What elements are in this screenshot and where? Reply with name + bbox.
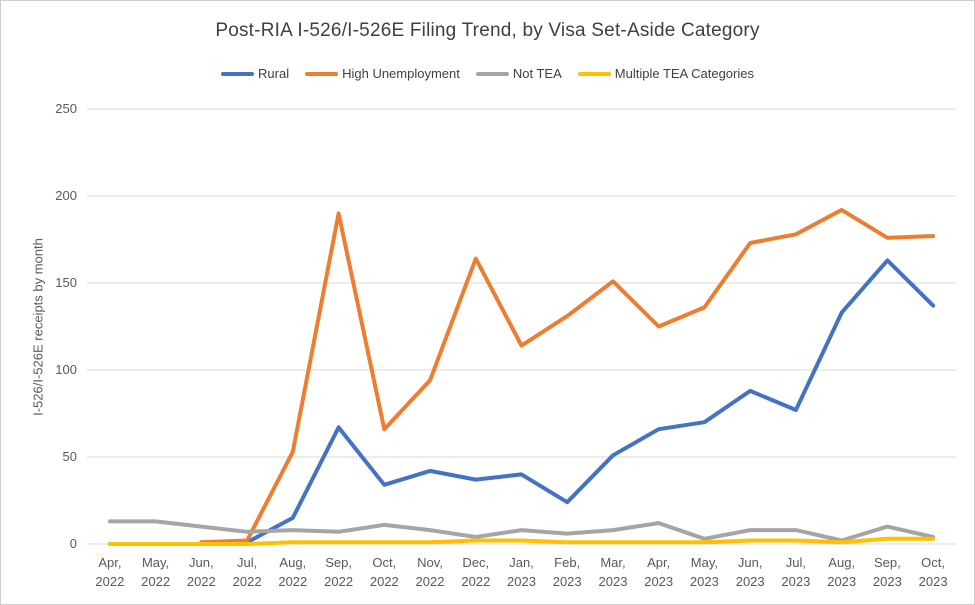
x-tick-month: Jul, <box>785 555 807 570</box>
x-tick-month: Nov, <box>417 555 443 570</box>
x-tick-label: Oct, 2022 <box>370 553 399 591</box>
legend-item-high-unemployment: High Unemployment <box>305 66 460 81</box>
x-tick-year: 2023 <box>552 574 582 589</box>
chart-title: Post-RIA I-526/I-526E Filing Trend, by V… <box>215 20 760 41</box>
x-tick-label: Jun, 2022 <box>187 553 216 591</box>
x-tick-label: Jun, 2023 <box>736 553 765 591</box>
y-tick-label: 100 <box>55 362 77 377</box>
x-tick-month: Jan, <box>509 555 534 570</box>
x-tick-label: Aug, 2022 <box>278 553 307 591</box>
x-tick-year: 2023 <box>872 574 902 589</box>
series-line-multiple-tea-categories <box>107 536 936 546</box>
legend-item-multiple-tea-categories: Multiple TEA Categories <box>577 66 754 81</box>
legend-label: Not TEA <box>512 66 562 81</box>
x-tick-label: Nov, 2022 <box>416 553 445 591</box>
x-tick-month: Oct, <box>921 555 946 570</box>
x-tick-label: May, 2022 <box>141 553 170 591</box>
series-line-rural <box>245 258 936 545</box>
x-tick-month: Jun, <box>737 555 763 570</box>
x-tick-month: Sep, <box>325 555 352 570</box>
x-tick-month: May, <box>141 555 170 570</box>
legend: Rural High Unemployment Not TEA Multiple TE… <box>1 66 974 81</box>
x-tick-label: Jul, 2022 <box>233 553 262 591</box>
x-tick-year: 2022 <box>278 574 308 589</box>
x-tick-year: 2022 <box>369 574 399 589</box>
x-tick-label: Feb, 2023 <box>553 553 582 591</box>
y-axis-title: I-526/I-526E receipts by month <box>30 238 46 416</box>
legend-item-not-tea: Not TEA <box>475 66 562 81</box>
legend-label: Rural <box>258 66 290 81</box>
x-tick-year: 2023 <box>644 574 674 589</box>
x-tick-label: Apr, 2022 <box>95 553 124 591</box>
legend-swatch-not-tea <box>475 71 509 76</box>
x-tick-month: Aug, <box>828 555 856 570</box>
x-tick-month: Apr, <box>98 555 122 570</box>
y-tick-label: 200 <box>55 188 77 203</box>
x-tick-year: 2023 <box>507 574 536 589</box>
x-tick-year: 2022 <box>95 574 125 589</box>
x-tick-label: Dec, 2022 <box>461 553 490 591</box>
x-tick-year: 2023 <box>598 574 628 589</box>
legend-swatch-multiple-tea-categories <box>577 71 611 76</box>
x-tick-label: Sep, 2022 <box>324 553 353 591</box>
x-tick-month: Jul, <box>236 555 258 570</box>
y-tick-label: 250 <box>55 101 77 116</box>
x-tick-month: Dec, <box>462 555 490 570</box>
x-tick-month: Oct, <box>372 555 397 570</box>
x-tick-label: Mar, 2023 <box>599 553 628 591</box>
x-tick-year: 2022 <box>186 574 216 589</box>
x-tick-month: May, <box>690 555 718 570</box>
x-tick-label: Aug, 2023 <box>827 553 856 591</box>
x-tick-label: Jul, 2023 <box>781 553 810 591</box>
x-tick-year: 2023 <box>827 574 857 589</box>
x-tick-year: 2023 <box>689 574 719 589</box>
x-tick-year: 2023 <box>735 574 765 589</box>
series-line-not-tea <box>107 519 936 543</box>
legend-label: Multiple TEA Categories <box>614 66 754 81</box>
x-tick-month: Feb, <box>554 555 581 570</box>
x-tick-year: 2022 <box>141 574 171 589</box>
x-tick-month: Jun, <box>189 555 214 570</box>
x-tick-month: Aug, <box>279 555 307 570</box>
x-tick-year: 2022 <box>324 574 354 589</box>
x-tick-label: Apr, 2023 <box>644 553 673 591</box>
x-tick-year: 2023 <box>918 574 948 589</box>
x-tick-month: Apr, <box>647 555 671 570</box>
x-tick-year: 2023 <box>781 574 811 589</box>
x-tick-label: May, 2023 <box>690 553 719 591</box>
y-tick-label: 0 <box>69 536 77 551</box>
x-tick-year: 2022 <box>415 574 445 589</box>
y-tick-label: 50 <box>62 449 77 464</box>
legend-swatch-high-unemployment <box>305 71 339 76</box>
x-tick-label: Oct, 2023 <box>919 553 948 591</box>
legend-item-rural: Rural <box>221 66 289 81</box>
series-line-high-unemployment <box>199 207 936 545</box>
x-tick-month: Sep, <box>874 555 901 570</box>
x-tick-year: 2022 <box>461 574 491 589</box>
x-tick-year: 2022 <box>232 574 262 589</box>
x-tick-month: Mar, <box>600 555 626 570</box>
legend-swatch-rural <box>221 71 255 76</box>
x-tick-label: Sep, 2023 <box>873 553 902 591</box>
x-tick-label: Jan, 2023 <box>507 553 536 591</box>
legend-label: High Unemployment <box>342 66 460 81</box>
y-tick-label: 150 <box>55 275 77 290</box>
